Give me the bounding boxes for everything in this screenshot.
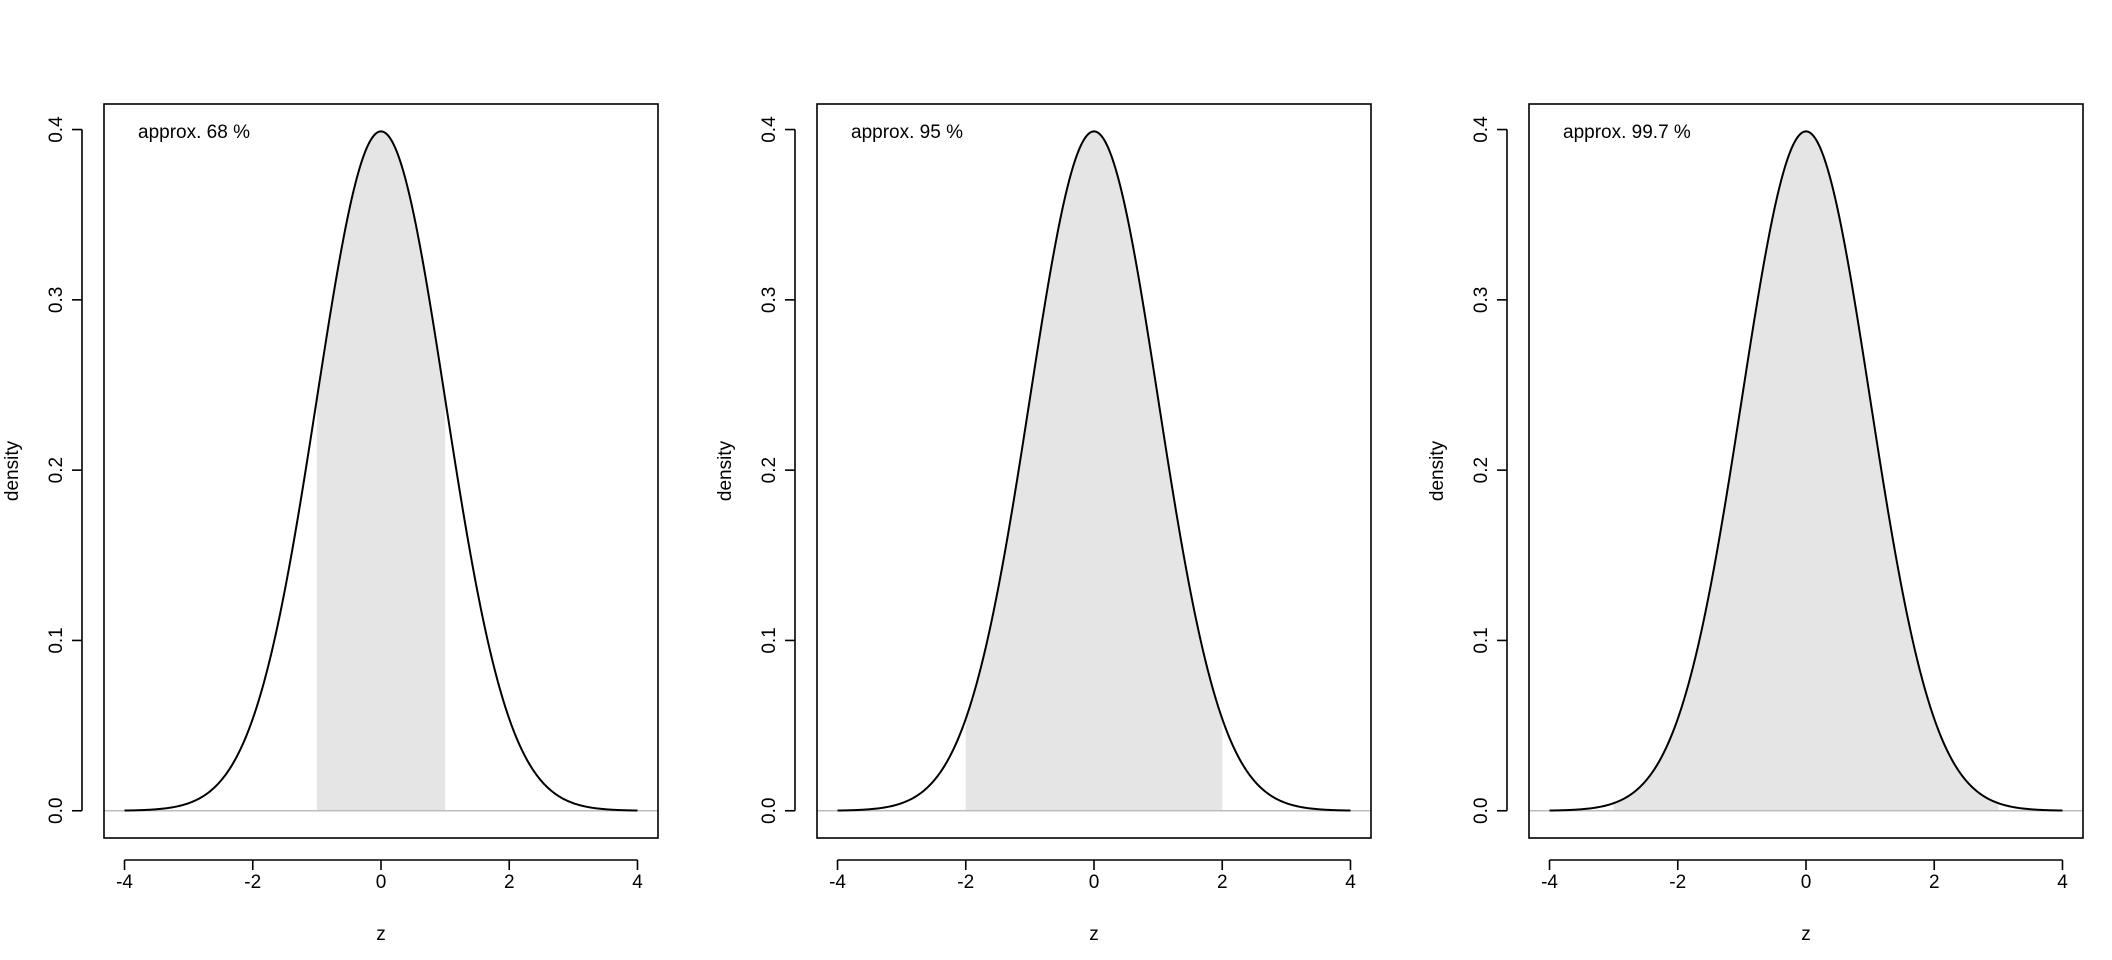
panel-1-x-tick-label: 2 <box>504 872 515 893</box>
panel-1-annotation: approx. 68 % <box>138 122 250 143</box>
panel-2-y-axis-label: density <box>715 440 736 501</box>
panel-1-plot-frame <box>103 103 659 839</box>
panel-3-x-tick-label: 2 <box>1929 872 1940 893</box>
panel-1-x-tick-label: -4 <box>116 872 133 893</box>
panel-3-y-tick-label: 0.2 <box>1471 457 1492 483</box>
panel-2-density-curve <box>837 130 1351 812</box>
panel-3-annotation: approx. 99.7 % <box>1563 122 1691 143</box>
panel-1-y-tick-label: 0.3 <box>46 287 67 313</box>
panel-1-x-axis-label: z <box>376 924 386 945</box>
panel-2-x-tick-label: 2 <box>1217 872 1228 893</box>
panel-2: -4 -2 0 2 4 z 0.0 0.1 0.2 0.3 0.4 density approx. 95… <box>715 103 1372 945</box>
panel-3-x-tick-label: -4 <box>1541 872 1558 893</box>
panel-1-y-tick-label: 0.0 <box>46 798 67 824</box>
panel-2-x-axis-label: z <box>1089 924 1099 945</box>
panel-2-x-tick-label: -4 <box>829 872 846 893</box>
panel-1-y-tick-label: 0.2 <box>46 457 67 483</box>
panel-3-y-tick-label: 0.4 <box>1471 116 1492 143</box>
panel-1-y-tick-label: 0.1 <box>46 627 67 653</box>
panel-2-x-tick-label: 0 <box>1089 872 1100 893</box>
panel-1-y-tick-label: 0.4 <box>46 116 67 143</box>
panel-1-x-tick-label: 4 <box>632 872 643 893</box>
panel-3-x-tick-label: -2 <box>1669 872 1686 893</box>
panel-2-annotation: approx. 95 % <box>851 122 963 143</box>
panel-2-plot-frame <box>816 103 1372 839</box>
panel-3-density-curve <box>1549 130 2063 812</box>
panel-2-y-tick-label: 0.0 <box>759 798 780 824</box>
panel-1-shaded-area <box>316 131 446 811</box>
panel-3-y-tick-label: 0.0 <box>1471 798 1492 824</box>
panel-3-y-tick-label: 0.3 <box>1471 287 1492 313</box>
panel-2-y-tick-label: 0.4 <box>759 116 780 143</box>
panel-2-x-tick-label: -2 <box>957 872 974 893</box>
panel-3-plot-frame <box>1528 103 2084 839</box>
panel-1-y-axis-label: density <box>2 440 23 501</box>
panel-1: -4 -2 0 2 4 z 0.0 0.1 0.2 0.3 0.4 density approx. 68… <box>2 103 659 945</box>
panel-3-y-tick-label: 0.1 <box>1471 627 1492 653</box>
panel-2-y-tick-label: 0.1 <box>759 627 780 653</box>
panel-1-density-curve <box>124 130 638 812</box>
panel-1-x-tick-label: -2 <box>244 872 261 893</box>
panel-3-x-tick-label: 4 <box>2057 872 2068 893</box>
panel-1-x-tick-label: 0 <box>376 872 387 893</box>
panel-3-shaded-area <box>1613 131 1999 811</box>
panel-3-y-axis-label: density <box>1427 440 1448 501</box>
panel-3-x-tick-label: 0 <box>1801 872 1812 893</box>
panel-2-y-tick-label: 0.2 <box>759 457 780 483</box>
panel-3-x-axis-label: z <box>1801 924 1811 945</box>
panel-2-x-tick-label: 4 <box>1345 872 1356 893</box>
panel-3: -4 -2 0 2 4 z 0.0 0.1 0.2 0.3 0.4 density approx. 99… <box>1427 103 2084 945</box>
panel-2-shaded-area <box>965 131 1223 811</box>
panel-2-y-tick-label: 0.3 <box>759 287 780 313</box>
